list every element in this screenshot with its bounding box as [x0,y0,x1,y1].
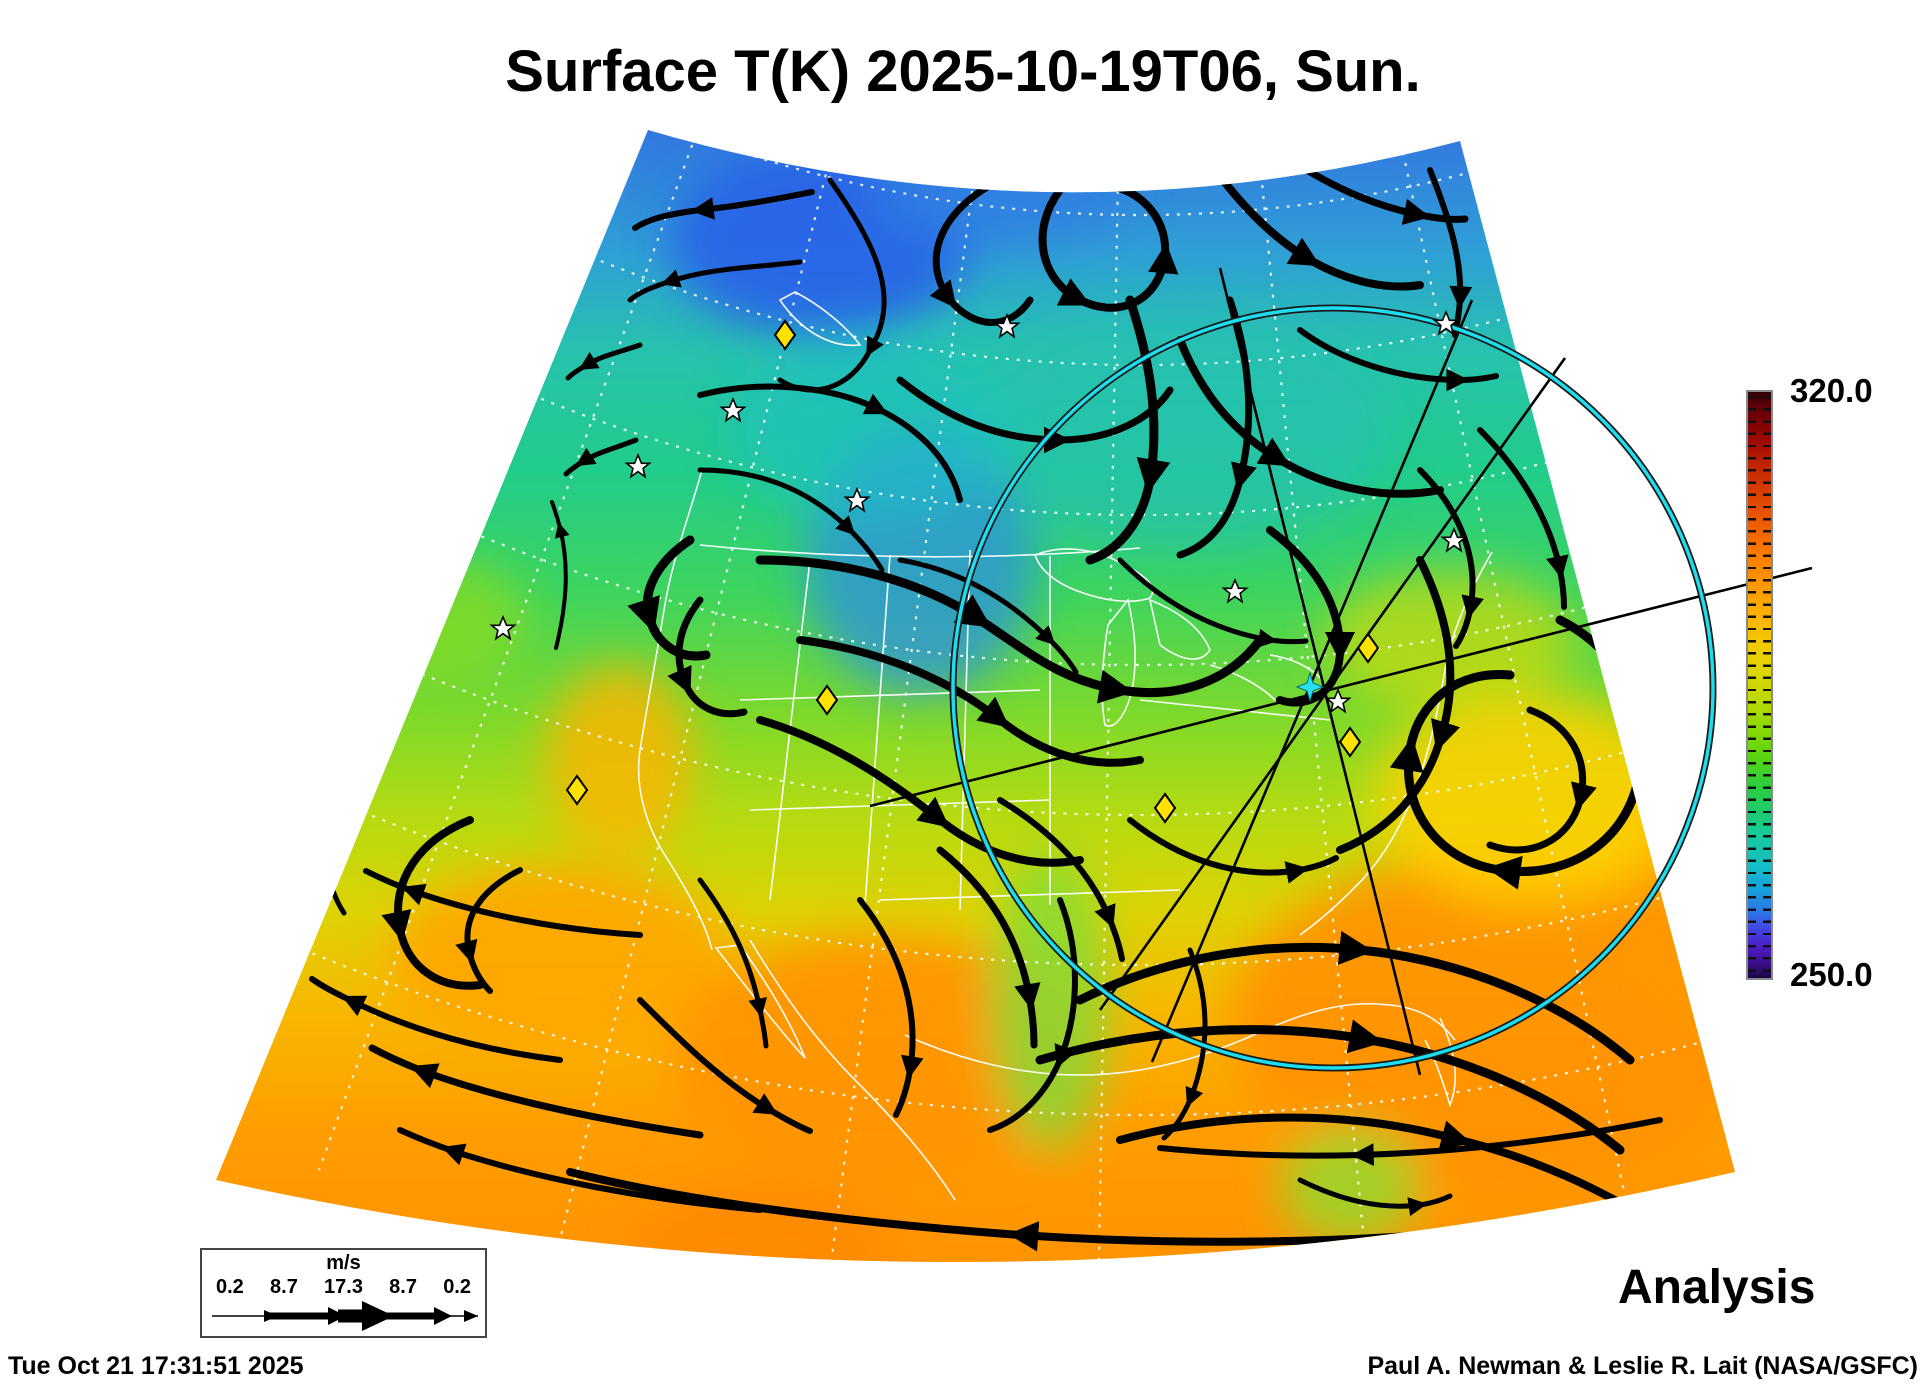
page-title: Surface T(K) 2025-10-19T06, Sun. [505,39,1421,104]
colorbar-ticks-right [1763,396,1771,978]
graticule [0,0,1926,1315]
satellite-fov-circle [949,304,1717,1072]
generated-timestamp: Tue Oct 21 17:31:51 2025 [8,1352,304,1380]
temperature-colorbar [1746,390,1773,980]
colorbar-min-label: 250.0 [1790,956,1873,993]
wind-speed-values: 0.2 8.7 17.3 8.7 0.2 [202,1276,485,1299]
wind-speed-legend: m/s 0.2 8.7 17.3 8.7 0.2 [200,1248,487,1338]
wind-speed-value: 8.7 [270,1276,298,1298]
wind-streamlines [309,146,1735,1252]
colorbar-ticks-left [1748,396,1756,978]
wind-speed-value: 0.2 [216,1276,244,1298]
wind-speed-value: 8.7 [389,1276,417,1298]
credit-line: Paul A. Newman & Leslie R. Lait (NASA/GS… [1367,1352,1918,1380]
colorbar-max-label: 320.0 [1790,372,1873,409]
wind-speed-value: 0.2 [443,1276,471,1298]
analysis-label: Analysis [1618,1261,1816,1314]
wind-speed-value: 17.3 [324,1276,363,1298]
wind-units-label: m/s [326,1252,361,1274]
wind-arrow-scale [212,1301,478,1331]
